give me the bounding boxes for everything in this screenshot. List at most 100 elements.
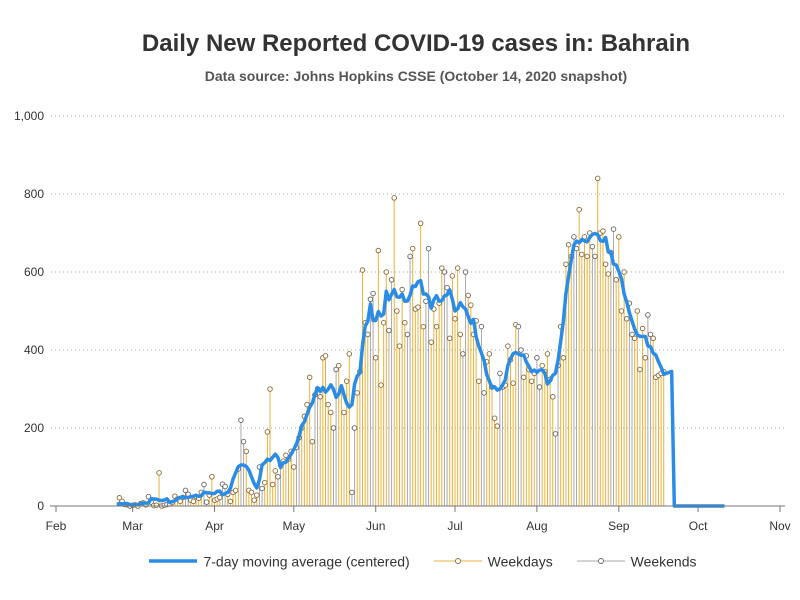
weekend-point [333,366,339,373]
weekend-point [462,269,469,275]
weekday-point [613,277,619,283]
weekday-point [616,234,622,240]
weekday-point [560,355,567,361]
weekday-point [209,474,215,480]
weekend-point [460,351,466,357]
weekend-point [349,489,355,496]
weekend-point [444,284,450,291]
weekday-point [486,351,493,357]
chart-title: Daily New Reported COVID-19 cases in: Ba… [141,30,691,57]
weekday-point [269,481,276,488]
weekday-point [415,304,421,310]
weekday-point [264,429,271,435]
y-tick-label: 200 [24,421,44,435]
weekend-point [497,370,503,377]
weekday-point [618,308,625,314]
weekend-point [201,481,207,488]
weekday-point [468,302,474,308]
weekday-point [306,374,313,381]
y-tick-label: 800 [24,187,44,201]
weekday-point [156,470,162,476]
weekend-point [441,269,448,275]
weekday-point [584,253,590,260]
weekend-point [275,474,281,480]
weekend-point [571,234,577,240]
weekday-point [417,220,424,226]
legend-label-average: 7-day moving average (centered) [203,552,410,569]
weekday-point [539,362,545,369]
x-tick-label: Aug [526,519,547,533]
chart-subtitle: Data source: Johns Hopkins CSSE (October… [204,68,628,84]
weekday-point [639,325,646,332]
bar-series [118,178,665,506]
weekday-point [283,452,289,459]
weekday-point [579,251,585,258]
weekday-point [341,409,347,416]
weekday-point [634,308,641,314]
y-axis: 0 200 400 600 800 1,000 [14,109,44,513]
weekday-point [402,319,408,326]
legend-label-weekends: Weekends [630,552,697,569]
weekend-point [552,431,559,437]
weekend-point [370,290,376,297]
x-tick-label: Sep [608,519,630,533]
weekday-point [602,261,609,267]
weekday-point [116,495,123,501]
weekday-point [409,245,416,252]
weekday-point [465,292,471,299]
weekend-point [367,296,374,303]
x-tick-label: Feb [46,519,67,533]
weekday-point [439,265,445,271]
weekday-point [251,497,257,503]
weekday-point [322,353,329,359]
weekday-point [328,409,334,416]
weekend-point [425,245,432,252]
weekday-point [623,316,630,322]
weekend-point [238,417,244,423]
weekend-point [592,253,598,260]
legend-item-weekends: Weekends [576,552,697,569]
weekend-point [407,253,413,260]
weekday-point [375,247,382,254]
weekend-point [404,331,411,338]
weekday-point [449,273,456,279]
weekday-point [232,487,239,494]
weekday-point [243,448,249,455]
weekend-point [240,438,247,445]
weekday-point [335,362,342,369]
weekday-point [528,378,535,384]
weekday-point [505,343,511,349]
weekday-point [248,489,255,496]
weekend-point [589,243,596,250]
weekday-point [261,479,268,486]
weekday-point [433,323,440,330]
x-tick-label: Apr [205,519,224,533]
x-tick-label: Jun [366,519,385,533]
weekday-point [520,374,527,381]
weekday-point [380,319,387,326]
weekday-point [494,423,501,429]
moving-average-line [116,231,725,508]
weekday-point [457,331,464,338]
weekend-point [388,277,395,283]
weekday-point [650,335,656,342]
x-tick-label: May [282,519,305,533]
x-tick-label: Mar [122,519,143,533]
legend-item-weekdays: Weekdays [433,552,553,569]
weekend-point [534,355,540,361]
legend-weekday-icon [433,557,482,564]
weekday-point [272,468,279,474]
weekend-point [259,485,265,492]
weekday-point [217,494,223,501]
weekday-point [343,378,350,384]
weekday-point [637,366,643,373]
weekday-point [550,394,556,400]
weekday-point [391,195,397,201]
weekend-point [330,425,337,431]
weekend-point [647,331,654,338]
weekday-point [642,355,648,361]
weekday-point [372,355,379,361]
weekday-point [631,335,638,342]
weekday-point [491,415,498,422]
